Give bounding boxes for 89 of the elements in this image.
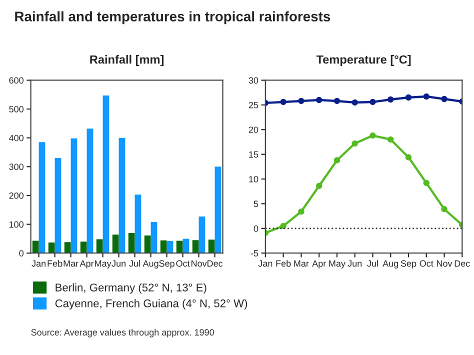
point xyxy=(441,206,448,212)
x-tick-label: Apr xyxy=(80,260,94,268)
point xyxy=(423,93,430,100)
point xyxy=(298,98,304,104)
chart-title: Rainfall and temperatures in tropical rainforests xyxy=(15,11,330,24)
line-series xyxy=(265,132,462,236)
point xyxy=(352,140,358,147)
point xyxy=(405,94,412,101)
point xyxy=(370,98,376,106)
bar xyxy=(112,234,119,254)
point xyxy=(405,154,412,160)
bar xyxy=(38,142,46,254)
x-tick-label: Jun xyxy=(348,260,362,267)
y-tick-label: 0 xyxy=(254,225,258,232)
bar xyxy=(198,216,206,254)
y-tick-label: 10 xyxy=(249,176,258,182)
bar xyxy=(86,128,94,254)
bar xyxy=(96,239,103,254)
point xyxy=(352,99,358,106)
bar xyxy=(144,236,151,254)
bar xyxy=(54,158,62,254)
y-tick-label: 500 xyxy=(9,106,24,112)
x-tick-label: Jul xyxy=(367,260,378,267)
legend-label: Cayenne, French Guiana (4° N, 52° W) xyxy=(55,299,248,310)
x-tick-label: Jan xyxy=(258,260,272,267)
bar xyxy=(128,232,135,254)
bar xyxy=(150,222,158,254)
y-tick-label: 25 xyxy=(248,102,258,108)
y-tick-label: 100 xyxy=(9,221,24,228)
bar xyxy=(102,96,110,254)
x-tick-label: Nov xyxy=(436,260,452,267)
y-tick-label: 600 xyxy=(9,77,24,84)
bar xyxy=(214,166,222,254)
x-tick-label: Sep xyxy=(159,260,174,268)
y-tick-label: 0 xyxy=(19,250,24,256)
bar xyxy=(134,194,142,254)
y-tick-label: 200 xyxy=(9,192,24,199)
y-tick-label: 5 xyxy=(254,200,258,208)
bar xyxy=(32,240,39,254)
x-tick-label: Mar xyxy=(294,260,309,267)
x-tick-label: Apr xyxy=(312,260,326,268)
point xyxy=(441,96,448,102)
bar xyxy=(160,240,167,254)
bar xyxy=(208,240,215,254)
point xyxy=(280,222,286,230)
x-tick-label: Aug xyxy=(142,260,158,268)
x-tick-label: May xyxy=(95,260,112,268)
bar xyxy=(176,240,183,254)
bar xyxy=(64,242,71,254)
x-tick-label: Jan xyxy=(32,260,46,267)
x-tick-label: Dec xyxy=(207,260,223,267)
point xyxy=(334,98,340,104)
bar xyxy=(48,242,55,254)
point xyxy=(316,96,322,104)
y-tick-label: 15 xyxy=(249,151,258,158)
point xyxy=(370,132,376,139)
point xyxy=(316,182,322,190)
x-tick-label: Dec xyxy=(454,260,470,267)
source-note: Source: Average values through approx. 1990 xyxy=(31,328,214,338)
y-tick-label: -5 xyxy=(250,250,258,256)
chart-subtitle: Rainfall [mm] xyxy=(90,55,164,66)
bar xyxy=(182,238,190,254)
point xyxy=(423,180,430,186)
x-tick-label: Feb xyxy=(276,260,291,267)
x-tick-label: Aug xyxy=(382,260,398,268)
legend-label: Berlin, Germany (52° N, 13° E) xyxy=(56,283,206,294)
bar xyxy=(70,138,78,254)
point xyxy=(280,98,286,106)
x-tick-label: May xyxy=(329,260,346,268)
y-tick-label: 30 xyxy=(248,77,258,84)
point xyxy=(387,136,394,143)
y-tick-label: 300 xyxy=(9,164,24,170)
x-tick-label: Feb xyxy=(48,260,62,267)
x-tick-label: Oct xyxy=(176,260,190,267)
point xyxy=(298,208,304,215)
x-tick-label: Oct xyxy=(420,260,434,267)
y-tick-label: 20 xyxy=(248,126,258,133)
x-tick-label: Jun xyxy=(112,260,126,267)
x-tick-label: Nov xyxy=(191,260,207,267)
y-tick-label: 400 xyxy=(9,134,24,142)
bar xyxy=(80,242,87,254)
point xyxy=(387,96,394,103)
chart-title: Temperature [°C] xyxy=(316,55,411,66)
x-tick-label: Mar xyxy=(64,260,78,267)
point xyxy=(334,157,340,164)
bar xyxy=(118,138,126,254)
x-tick-label: Jul xyxy=(129,260,140,267)
bar xyxy=(192,240,199,254)
x-tick-label: Sep xyxy=(400,260,416,268)
